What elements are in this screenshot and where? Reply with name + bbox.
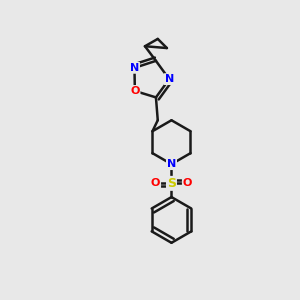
Text: O: O (183, 178, 192, 188)
Text: O: O (130, 86, 140, 96)
Text: N: N (167, 159, 176, 169)
Text: N: N (130, 63, 139, 73)
Text: O: O (151, 178, 160, 188)
Text: S: S (167, 177, 176, 190)
Text: N: N (165, 74, 174, 84)
